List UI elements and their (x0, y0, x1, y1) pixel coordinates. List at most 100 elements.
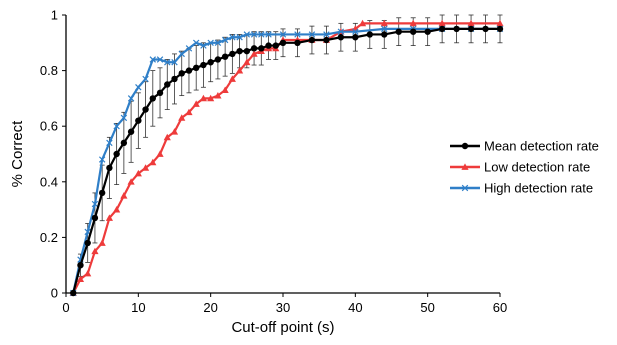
data-point (135, 84, 142, 91)
data-point (127, 178, 135, 185)
data-point (467, 19, 475, 27)
series-line-mean-detection-rate (72, 27, 500, 294)
x-tick-label: 10 (131, 300, 145, 315)
data-point (120, 139, 128, 147)
data-point (221, 36, 229, 44)
data-point (156, 89, 164, 97)
data-point (91, 247, 99, 255)
data-point (337, 34, 345, 41)
data-point (229, 50, 236, 58)
data-point (453, 25, 460, 33)
data-point (308, 31, 316, 38)
data-point (250, 50, 258, 57)
data-point (134, 169, 142, 177)
y-tick-label: 0.4 (40, 174, 58, 189)
data-point (358, 19, 367, 27)
data-point (258, 31, 265, 38)
data-point (98, 156, 106, 163)
legend-label: Mean detection rate (484, 139, 599, 154)
data-point (279, 39, 287, 46)
data-point (337, 28, 345, 35)
data-point (127, 95, 135, 102)
data-point (200, 61, 207, 69)
data-point (77, 262, 84, 269)
data-point (156, 56, 164, 63)
data-point (467, 25, 475, 33)
data-point (214, 56, 222, 63)
data-point (410, 28, 417, 35)
data-point (113, 206, 121, 213)
data-point (496, 19, 504, 27)
y-tick-label: 0 (51, 286, 58, 301)
data-point (243, 58, 251, 66)
data-point (193, 64, 200, 72)
data-point (236, 67, 244, 74)
data-point (120, 192, 128, 199)
data-point (156, 150, 164, 157)
data-point (352, 28, 359, 35)
data-point (424, 28, 431, 35)
data-point (142, 75, 149, 83)
legend-label: High detection rate (484, 181, 593, 196)
data-point (76, 275, 85, 282)
x-axis-title: Cut-off point (s) (231, 319, 334, 336)
data-point (207, 59, 214, 66)
data-point (409, 19, 417, 27)
series-line-low-detection-rate (72, 22, 500, 294)
data-point (265, 42, 272, 49)
y-axis-title: % Correct (9, 120, 26, 188)
data-point (91, 200, 99, 208)
data-point (185, 45, 193, 52)
data-point (294, 31, 301, 38)
axes: 0 10 20 30 40 50 60 0 0.2 0.4 0.6 0.8 1 (40, 8, 507, 316)
legend-label: Low detection rate (484, 160, 590, 175)
y-tick-label: 0.8 (40, 63, 58, 78)
data-point (185, 108, 193, 116)
data-point (192, 39, 200, 47)
error-bars (77, 14, 503, 277)
data-point (142, 106, 149, 113)
data-point (199, 94, 208, 102)
legend-marker (461, 142, 469, 150)
series-line-high-detection-rate (72, 27, 500, 294)
data-point (163, 133, 171, 141)
data-point (164, 59, 171, 66)
data-point (127, 128, 135, 135)
legend-marker (461, 163, 469, 170)
data-point (171, 75, 178, 83)
data-point (171, 59, 178, 66)
data-point (149, 158, 157, 166)
data-point (323, 36, 330, 44)
x-tick-label: 50 (420, 300, 434, 315)
data-point (221, 86, 229, 93)
data-point (496, 25, 504, 33)
y-tick-label: 1 (51, 8, 58, 23)
data-point (381, 25, 388, 33)
data-point (84, 239, 91, 247)
data-point (381, 31, 388, 38)
data-point (141, 164, 150, 171)
x-tick-label: 20 (203, 300, 217, 315)
data-point (352, 34, 359, 41)
data-point (243, 47, 251, 55)
data-point (113, 122, 120, 130)
data-point (438, 19, 446, 27)
x-tick-label: 40 (348, 300, 362, 315)
data-point (380, 19, 388, 27)
data-point (250, 45, 258, 52)
data-point (265, 31, 272, 38)
data-point (98, 239, 106, 246)
data-point (395, 28, 402, 35)
y-tick-label: 0.2 (40, 230, 58, 245)
data-point (178, 114, 186, 121)
data-point (236, 34, 243, 41)
data-point (438, 25, 446, 33)
data-point (229, 34, 236, 41)
data-point (323, 31, 330, 38)
data-point (200, 42, 207, 49)
x-tick-label: 0 (62, 300, 69, 315)
legend-marker (461, 184, 469, 192)
data-point (214, 92, 222, 99)
data-point (106, 139, 113, 147)
